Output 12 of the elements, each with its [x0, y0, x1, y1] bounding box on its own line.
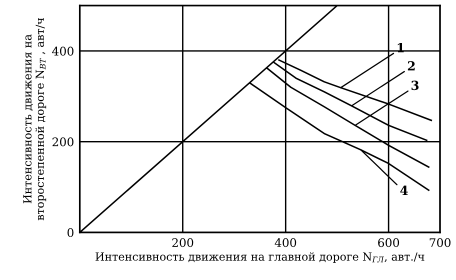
annotation: 2 — [408, 61, 415, 70]
x-tick-label: 600 — [378, 238, 400, 248]
x-tick-label: 200 — [172, 238, 194, 248]
x-tick-label: 400 — [274, 238, 296, 248]
y-tick-label: 0 — [68, 228, 74, 238]
annotation: 4 — [400, 186, 408, 195]
y-tick-label: 400 — [52, 46, 74, 56]
y-axis-title: Интенсивность движения на второстепенной дороге N$_{ВТ}$ , авт/ч — [23, 18, 46, 220]
x-axis-title: Интенсивность движения на главной дороге N$_{ГЛ}$, авт./ч — [96, 252, 424, 263]
annotation: 3 — [412, 80, 419, 90]
y-tick-label: 200 — [52, 137, 74, 146]
x-tick-label: 700 — [430, 238, 451, 248]
